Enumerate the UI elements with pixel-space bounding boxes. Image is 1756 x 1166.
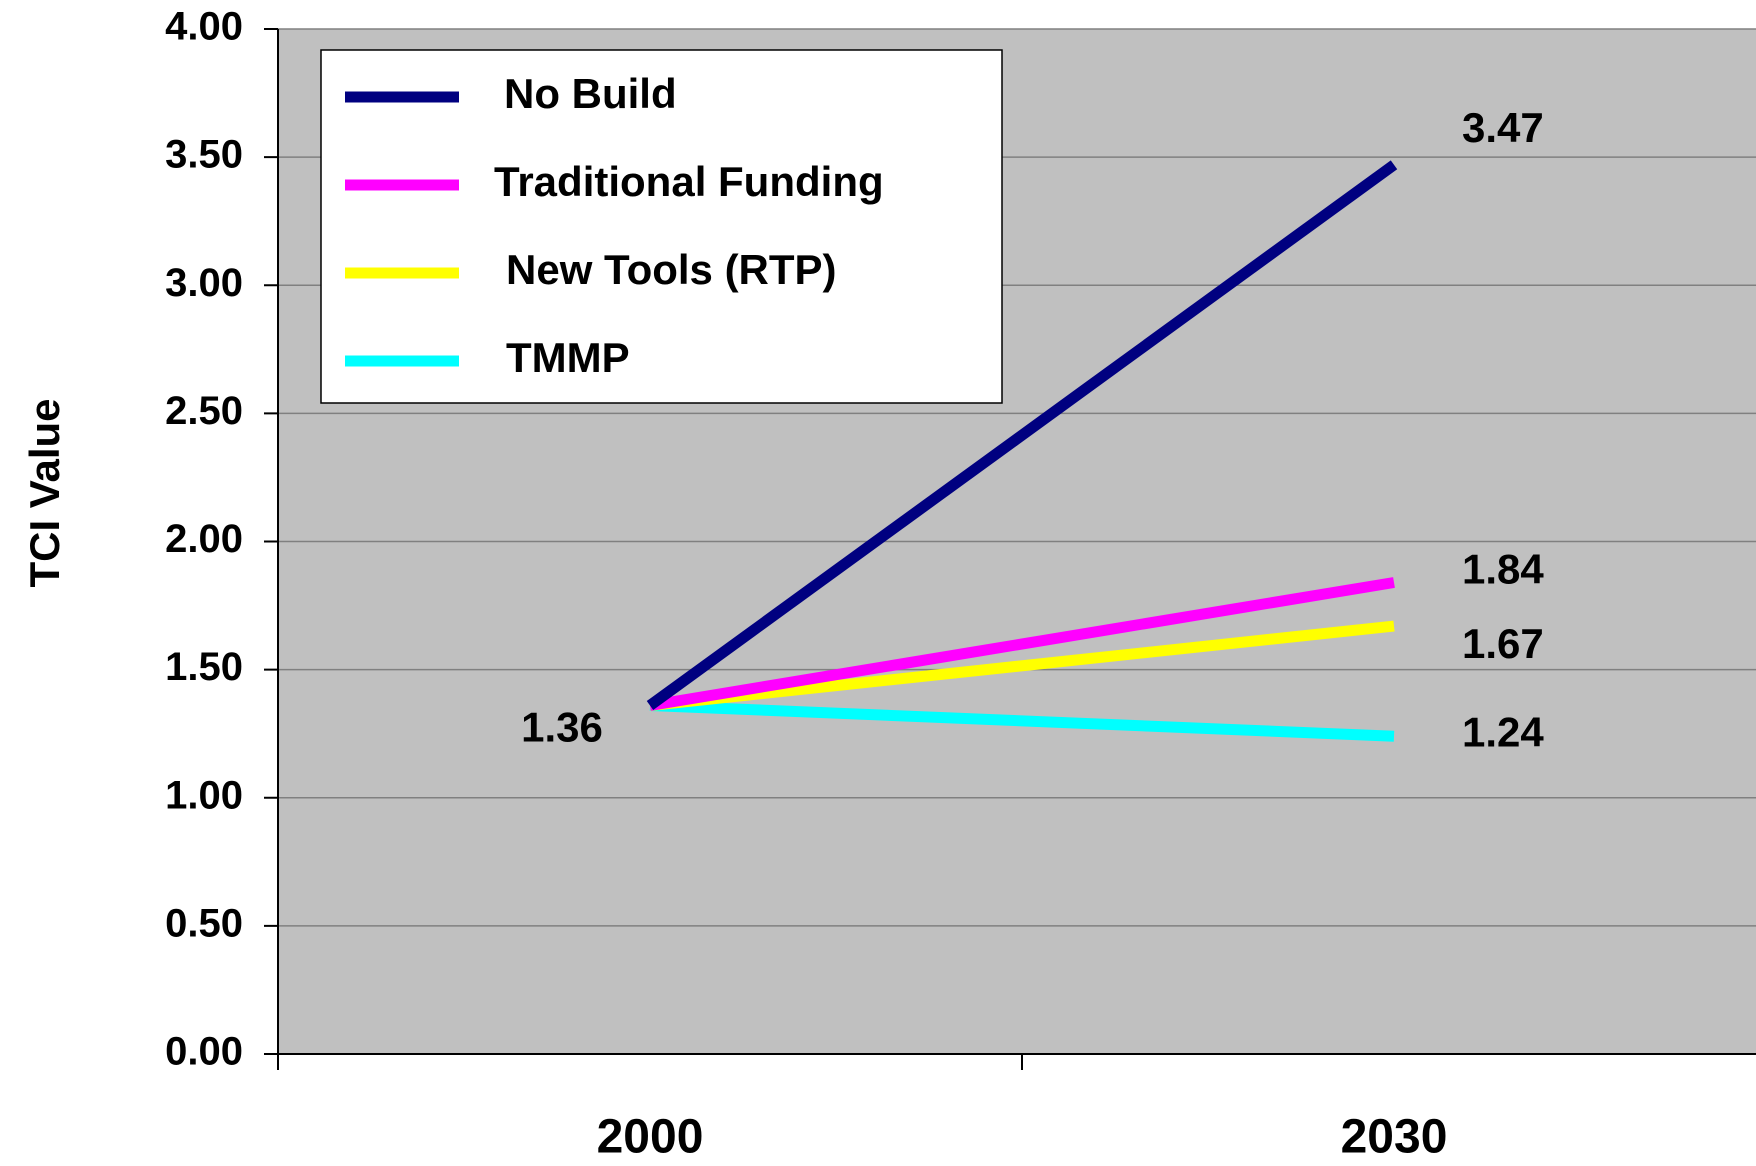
legend-label: New Tools (RTP) bbox=[506, 246, 837, 293]
legend-label: TMMP bbox=[506, 334, 630, 381]
y-tick-label: 2.50 bbox=[165, 389, 243, 433]
y-tick-label: 0.50 bbox=[165, 901, 243, 945]
y-tick-label: 3.00 bbox=[165, 261, 243, 305]
data-label: 1.36 bbox=[521, 704, 603, 751]
series-line bbox=[649, 577, 1395, 711]
series-line bbox=[649, 620, 1395, 711]
y-tick-label: 4.00 bbox=[165, 5, 243, 49]
legend-label: Traditional Funding bbox=[494, 158, 884, 205]
series-line bbox=[649, 700, 1395, 742]
y-tick-label: 2.00 bbox=[165, 517, 243, 561]
data-label: 1.67 bbox=[1462, 620, 1544, 667]
legend-box bbox=[320, 49, 1003, 404]
x-tick-label: 2030 bbox=[1341, 1111, 1448, 1164]
y-tick-label: 1.50 bbox=[165, 645, 243, 689]
data-label: 1.24 bbox=[1462, 708, 1544, 755]
y-tick-label: 0.00 bbox=[165, 1030, 243, 1074]
x-tick-label: 2000 bbox=[597, 1111, 704, 1164]
data-label: 1.84 bbox=[1462, 546, 1544, 593]
data-label: 3.47 bbox=[1462, 104, 1544, 151]
y-tick-label: 3.50 bbox=[165, 133, 243, 177]
y-axis-title: TCI Value bbox=[21, 398, 68, 587]
series-line bbox=[646, 160, 1398, 710]
y-tick-label: 1.00 bbox=[165, 773, 243, 817]
legend-label: No Build bbox=[504, 70, 677, 117]
